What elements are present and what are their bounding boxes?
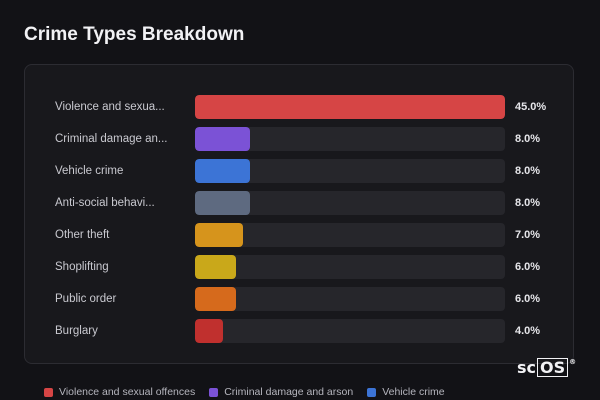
- bar[interactable]: [195, 159, 251, 183]
- bar-row: Burglary 4.0%: [25, 319, 573, 343]
- legend-swatch: [367, 387, 377, 397]
- logo-registered-mark: ®: [569, 358, 577, 366]
- bar[interactable]: [195, 255, 237, 279]
- bar-label: Public order: [55, 293, 117, 305]
- legend-item[interactable]: Criminal damage and arson: [209, 386, 353, 398]
- bar-track: [195, 191, 505, 215]
- bar-label: Shoplifting: [55, 261, 109, 273]
- bar-track: [195, 255, 505, 279]
- bar-track: [195, 159, 505, 183]
- bar-track: [195, 127, 505, 151]
- legend-label: Violence and sexual offences: [59, 386, 196, 398]
- bar[interactable]: [195, 127, 251, 151]
- bar-label: Other theft: [55, 229, 110, 241]
- bar-row: Criminal damage an... 8.0%: [25, 127, 573, 151]
- bar-track: [195, 95, 505, 119]
- bar-label: Anti-social behavi...: [55, 197, 155, 209]
- bar-track: [195, 223, 505, 247]
- bar-row: Vehicle crime 8.0%: [25, 159, 573, 183]
- chart-title: Crime Types Breakdown: [24, 24, 245, 45]
- bar-value-label: 7.0%: [515, 229, 541, 241]
- legend-label: Criminal damage and arson: [224, 386, 354, 398]
- bar-track: [195, 319, 505, 343]
- bar-row: Other theft 7.0%: [25, 223, 573, 247]
- bar-track: [195, 287, 505, 311]
- bar-value-label: 6.0%: [515, 261, 541, 273]
- bar-row: Shoplifting 6.0%: [25, 255, 573, 279]
- bar-label: Criminal damage an...: [55, 133, 168, 145]
- bar-label: Violence and sexua...: [55, 101, 165, 113]
- bar-row: Public order 6.0%: [25, 287, 573, 311]
- logo-text-os: OS: [537, 358, 569, 377]
- legend-item[interactable]: Violence and sexual offences: [44, 386, 195, 398]
- bar[interactable]: [195, 191, 251, 215]
- chart-panel: Violence and sexua... 45.0% Criminal damag…: [24, 64, 574, 364]
- bar[interactable]: [195, 319, 223, 343]
- legend-label: Vehicle crime: [382, 386, 445, 398]
- bar[interactable]: [195, 223, 244, 247]
- bar[interactable]: [195, 287, 237, 311]
- bar-value-label: 4.0%: [515, 325, 541, 337]
- bar-row: Anti-social behavi... 8.0%: [25, 191, 573, 215]
- bar-row: Violence and sexua... 45.0%: [25, 95, 573, 119]
- scos-logo: sc OS ®: [517, 358, 576, 377]
- chart-legend: Violence and sexual offences Criminal dam…: [44, 386, 445, 398]
- bar-label: Burglary: [55, 325, 98, 337]
- bar[interactable]: [195, 95, 505, 119]
- legend-item[interactable]: Vehicle crime: [367, 386, 445, 398]
- bar-value-label: 8.0%: [515, 165, 541, 177]
- legend-swatch: [209, 387, 219, 397]
- legend-swatch: [44, 387, 53, 397]
- bar-value-label: 6.0%: [515, 293, 541, 305]
- logo-text-sc: sc: [517, 358, 537, 377]
- bar-value-label: 8.0%: [515, 197, 541, 209]
- bar-value-label: 45.0%: [515, 101, 547, 113]
- bar-value-label: 8.0%: [515, 133, 541, 145]
- bar-label: Vehicle crime: [55, 165, 124, 177]
